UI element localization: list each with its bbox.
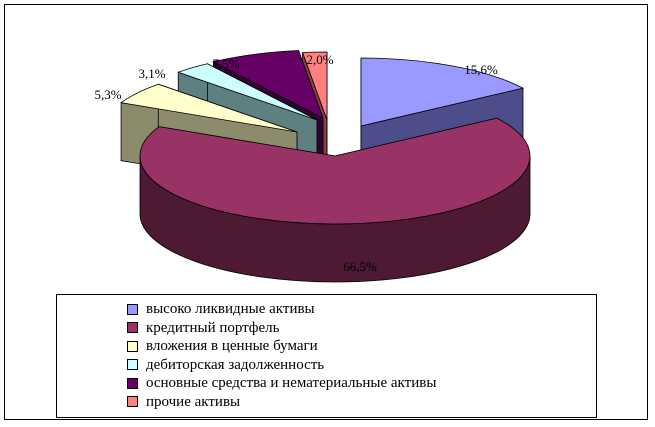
data-label-prochie-aktivy: 2,0% — [306, 52, 333, 67]
legend-item-osnovnye-sredstva-i-nematerialnye-aktivy: основные средства и нематериальные актив… — [127, 374, 596, 393]
slice-top — [301, 51, 328, 121]
slice-top — [120, 83, 298, 133]
legend-label: основные средства и нематериальные актив… — [146, 375, 437, 392]
legend-item-kreditnyy-portfel: кредитный портфель — [127, 319, 596, 338]
slice-top — [177, 63, 318, 121]
legend-swatch — [127, 396, 138, 408]
legend-label: высоко ликвидные активы — [146, 301, 315, 318]
legend-swatch — [127, 322, 138, 334]
slice-top — [212, 50, 324, 119]
legend-item-vysoko-likvidnye-aktivy: высоко ликвидные активы — [127, 300, 596, 319]
data-label-vlozheniya-v-cennye-bumagi: 5,3% — [94, 87, 121, 102]
legend-item-debitorskaya-zadolzhennost: дебиторская задолженность — [127, 356, 596, 375]
legend-swatch — [127, 303, 138, 315]
data-label-osnovnye-sredstva-i-nematerialnye-aktivy: 7,5% — [212, 56, 239, 71]
legend-item-prochie-aktivy: прочие активы — [127, 393, 596, 412]
legend-label: кредитный портфель — [146, 319, 280, 336]
data-label-vysoko-likvidnye-aktivy: 15,6% — [464, 62, 498, 77]
data-label-debitorskaya-zadolzhennost: 3,1% — [138, 66, 165, 81]
legend-swatch — [127, 377, 138, 389]
slice-kreditnyy-portfel — [139, 117, 531, 283]
legend-item-vlozheniya-v-cennye-bumagi: вложения в ценные бумаги — [127, 337, 596, 356]
legend-swatch — [127, 340, 138, 352]
slice-top — [139, 117, 531, 225]
legend-label: вложения в ценные бумаги — [146, 338, 318, 355]
legend-label: дебиторская задолженность — [146, 356, 325, 373]
legend: высоко ликвидные активы кредитный портфел… — [56, 294, 597, 418]
legend-swatch — [127, 359, 138, 371]
legend-label: прочие активы — [146, 393, 241, 410]
slice-top — [360, 57, 525, 127]
data-label-kreditnyy-portfel: 66,5% — [343, 259, 377, 274]
